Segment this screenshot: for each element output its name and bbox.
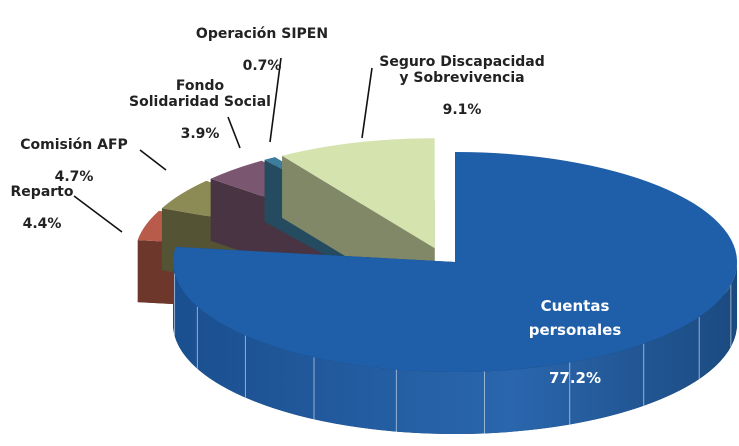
leader-line (73, 195, 123, 233)
leader-line (361, 67, 373, 139)
category-label: Reparto (10, 184, 74, 200)
slice-label: Comisión AFP 4.7% (20, 121, 128, 201)
slice-label: Fondo Solidaridad Social 3.9% (129, 62, 271, 158)
category-label: Operación SIPEN (195, 26, 329, 42)
value-label: 4.7% (54, 169, 94, 185)
value-label: 4.4% (22, 216, 62, 232)
value-label: 3.9% (180, 126, 220, 142)
slice (282, 138, 435, 249)
leader-line (227, 116, 241, 149)
slice-label: Operación SIPEN 0.7% (196, 10, 328, 90)
category-label: Comisión AFP (20, 137, 128, 153)
value-label: 0.7% (242, 58, 282, 74)
slices (137, 138, 738, 435)
leader-line (139, 149, 167, 171)
category-label: Seguro Discapacidad y Sobrevivencia (379, 54, 545, 86)
category-label: Fondo Solidaridad Social (129, 78, 271, 110)
slice-label: Seguro Discapacidad y Sobrevivencia 9.1% (379, 38, 545, 134)
slice-label: Reparto 4.4% (11, 168, 74, 248)
slice-label: Cuentas personales 77.2% (493, 270, 657, 414)
category-label: Cuentas personales (528, 297, 622, 339)
leader-line (269, 57, 282, 143)
slice (173, 152, 738, 372)
value-label: 77.2% (548, 369, 602, 387)
value-label: 9.1% (442, 102, 482, 118)
